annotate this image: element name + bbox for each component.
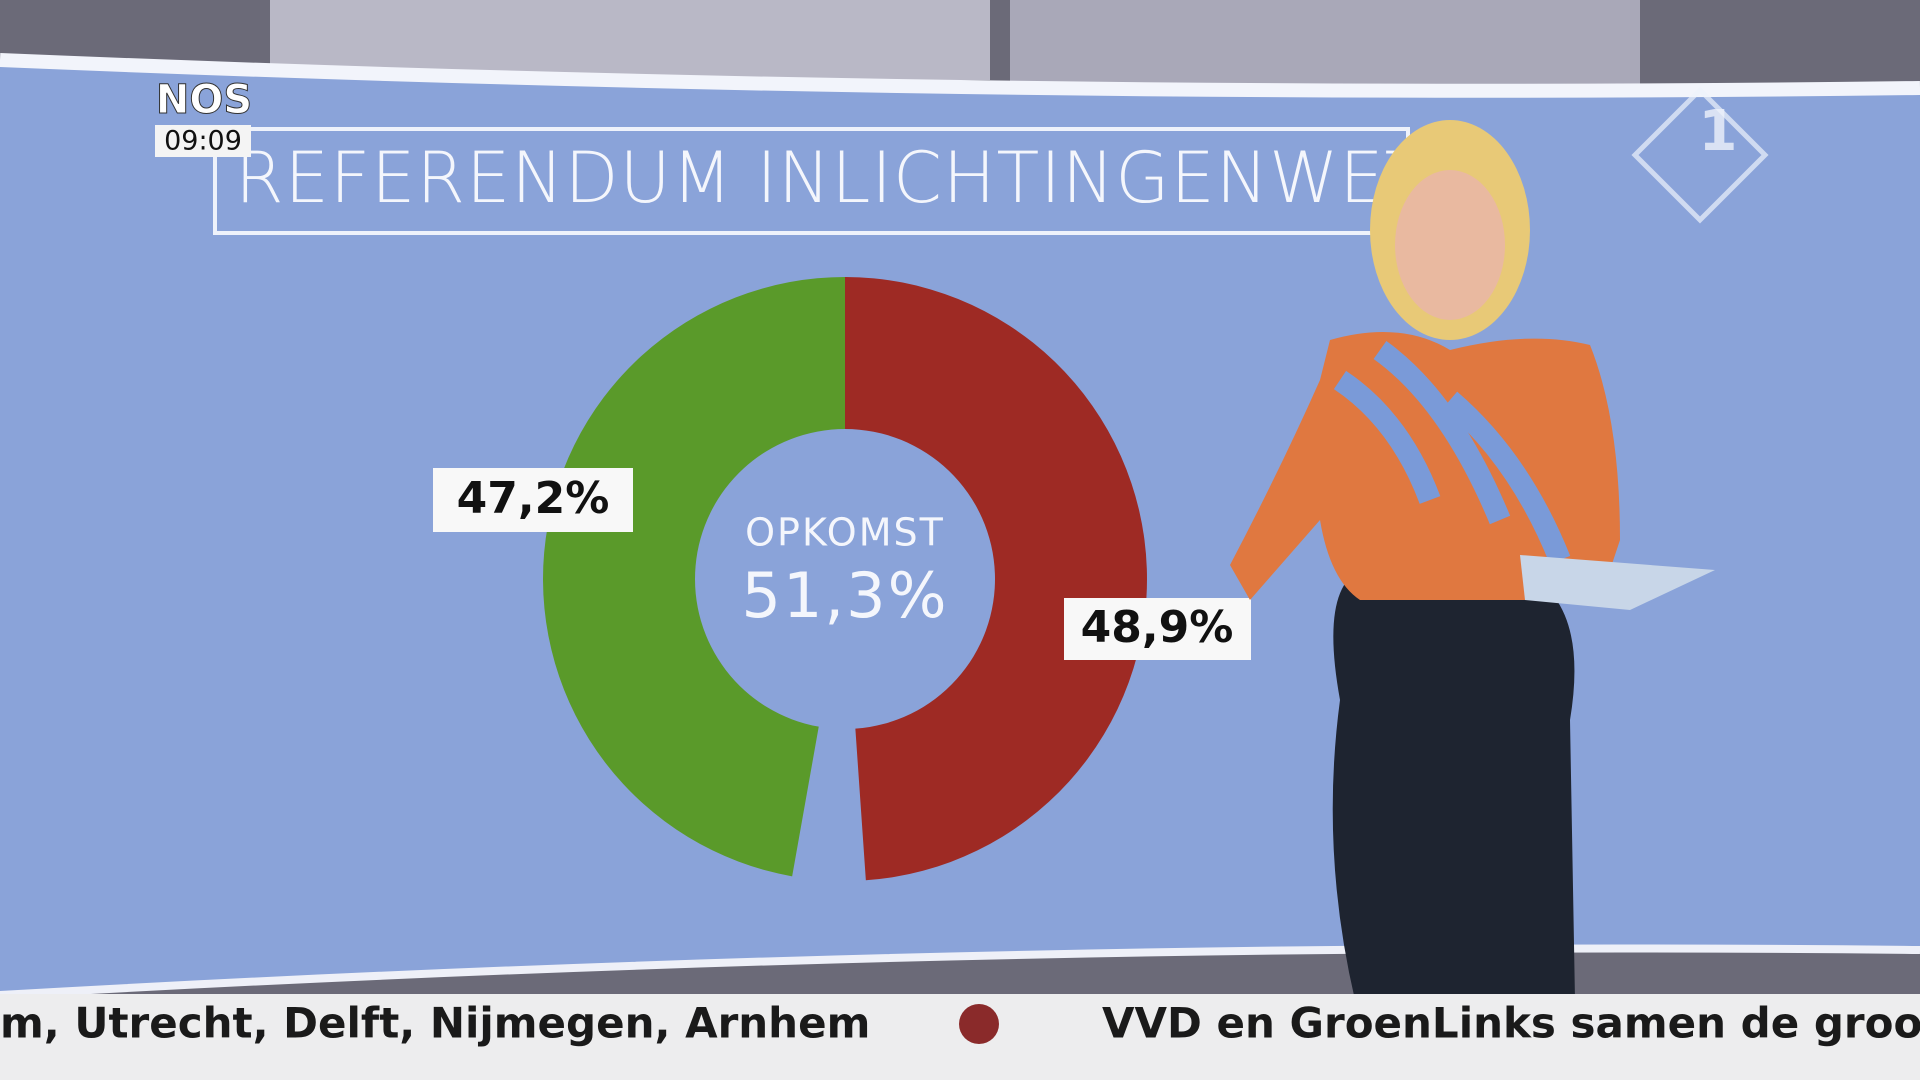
time-box bbox=[155, 125, 251, 157]
donut bbox=[542, 277, 1148, 881]
center-label: OPKOMST bbox=[745, 511, 945, 555]
ticker-text: m, Utrecht, Delft, Nijmegen, Arnhem bbox=[0, 999, 870, 1048]
channel-logo-frame bbox=[1631, 86, 1769, 224]
center-value: 51,3% bbox=[742, 559, 949, 632]
logo: NOS bbox=[156, 77, 252, 123]
ticker-text: VVD en GroenLinks samen de groo bbox=[1102, 999, 1920, 1048]
value-label: 48,9% bbox=[1081, 602, 1234, 653]
ticker-icon bbox=[959, 1004, 999, 1044]
donut-segment bbox=[845, 277, 1148, 881]
wall-edge bbox=[0, 53, 1920, 98]
chart-title: REFERENDUM INLICHTINGENWET bbox=[235, 137, 1428, 219]
time: 09:09 bbox=[164, 126, 242, 157]
ticker-bar bbox=[0, 994, 1920, 1080]
studio-wall bbox=[270, 0, 990, 80]
presenter bbox=[1230, 120, 1715, 1000]
studio-wall bbox=[1010, 0, 1640, 90]
value-label: 47,2% bbox=[457, 473, 610, 524]
channel-logo: 1 bbox=[1699, 99, 1738, 164]
label-box bbox=[1064, 598, 1251, 660]
wall-edge bbox=[0, 944, 1920, 999]
label-box bbox=[433, 468, 633, 532]
donut-segment bbox=[542, 277, 845, 877]
